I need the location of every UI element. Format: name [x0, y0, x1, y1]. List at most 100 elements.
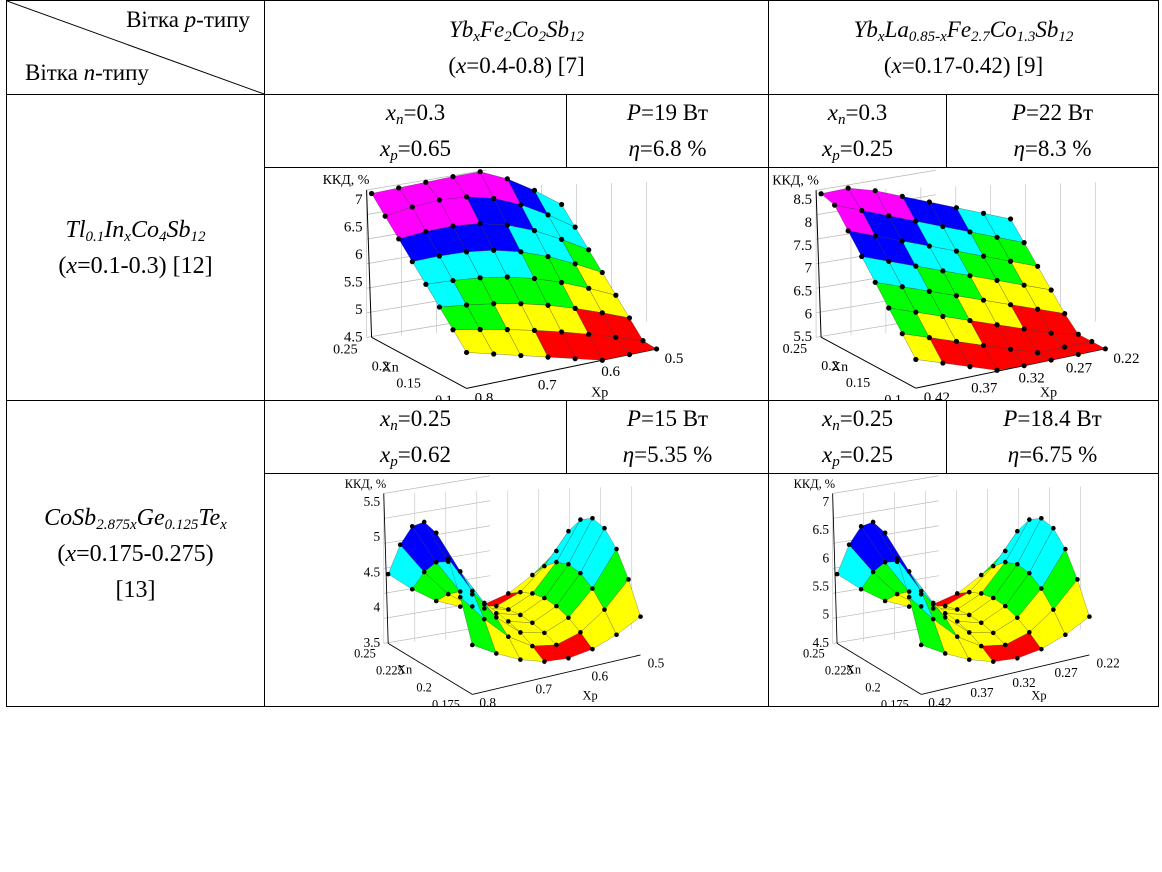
results-table: Вітка p-типу Вітка n-типу YbxFe2Co2Sb12 … — [6, 0, 1159, 707]
z-tick-label: 6.5 — [812, 522, 829, 537]
r1c2-eff: η=8.3 % — [1013, 136, 1092, 161]
xn-tick-label: 0.1 — [884, 393, 901, 400]
r1c2-xp: xp=0.25 — [822, 136, 893, 164]
z-axis-label: ККД, % — [772, 173, 819, 188]
z-axis-label: ККД, % — [794, 477, 835, 491]
z-tick-label: 8 — [805, 215, 812, 231]
col1-range: (x=0.4-0.8) [7] — [448, 52, 585, 78]
xn-tick-label: 0.15 — [846, 376, 870, 391]
xp-tick-label: 0.8 — [479, 695, 496, 706]
z-tick-label: 4.5 — [344, 329, 363, 345]
surface-plot-1: ККД, % 7 6.5 6 5.5 5 4.50.25 0.2 0.15 0.1 Xn 0.8 0.7… — [323, 169, 683, 400]
r2c1-xp: xp=0.62 — [380, 442, 451, 470]
xn-tick-label: 0.25 — [333, 342, 358, 357]
r1c2-res: P=22 Вт η=8.3 % — [946, 94, 1159, 168]
z-tick-label: 7 — [355, 192, 363, 208]
z-tick-label: 7.5 — [793, 238, 812, 254]
z-tick-label: 7 — [805, 261, 813, 277]
r2c2-xp: xp=0.25 — [822, 442, 893, 470]
z-tick-label: 4 — [374, 600, 381, 615]
xp-tick-label: 0.42 — [924, 390, 950, 400]
row2-label: CoSb2.875xGe0.125Tex (x=0.175-0.275) [13… — [6, 400, 265, 707]
xn-axis-label: Xn — [397, 662, 412, 676]
plot-4: ККД, % 7 6.5 6 5.5 5 4.5 0.25 0.225 0.2 0.175 Xn 0.4… — [768, 473, 1159, 707]
xn-tick-label: 0.225 — [376, 664, 404, 678]
xn-tick-label: 0.225 — [825, 664, 853, 678]
xn-tick-label: 0.15 — [396, 376, 421, 391]
row1-label: Tl0.1InxCo4Sb12 (x=0.1-0.3) [12] — [6, 94, 265, 401]
z-axis-label: ККД, % — [323, 173, 370, 188]
z-tick-label: 6.5 — [793, 284, 812, 300]
xp-tick-label: 0.42 — [928, 695, 951, 706]
plot-2: ККД, % 8.5 8 7.5 7 6.5 6 5.50.25 0.2 0.15 0.1 Xn 0.4… — [768, 167, 1159, 401]
xp-tick-label: 0.7 — [535, 682, 552, 697]
z-tick-label: 5.5 — [793, 329, 812, 345]
header-row: Вітка p-типу Вітка n-типу YbxFe2Co2Sb12 … — [6, 0, 1159, 95]
r1c2-x: xn=0.3 xp=0.25 — [768, 94, 947, 168]
xp-axis-label: Xp — [591, 386, 608, 400]
r2c1-xn: xn=0.25 — [380, 406, 451, 434]
z-tick-label: 4.5 — [364, 564, 381, 579]
z-tick-label: 7 — [822, 494, 829, 509]
xp-tick-label: 0.32 — [1019, 370, 1045, 386]
z-tick-label: 5.5 — [812, 578, 829, 593]
surface-plot-2: ККД, % 8.5 8 7.5 7 6.5 6 5.50.25 0.2 0.15 0.1 Xn 0.4… — [772, 169, 1139, 400]
z-tick-label: 3.5 — [364, 635, 381, 650]
xn-tick-label: 0.2 — [865, 681, 880, 695]
r1c2-power: P=22 Вт — [1011, 100, 1094, 125]
xn-tick-label: 0.25 — [354, 647, 376, 661]
z-tick-label: 5 — [822, 607, 829, 622]
z-tick-label: 4.5 — [812, 635, 829, 650]
col1-formula: YbxFe2Co2Sb12 — [448, 16, 585, 45]
xp-tick-label: 0.37 — [970, 685, 994, 700]
corner-cell: Вітка p-типу Вітка n-типу — [6, 0, 265, 95]
xp-tick-label: 0.27 — [1054, 665, 1078, 680]
row2-params: CoSb2.875xGe0.125Tex (x=0.175-0.275) [13… — [6, 400, 1159, 707]
xp-tick-label: 0.5 — [648, 655, 665, 670]
row2-ref: [13] — [115, 576, 156, 603]
header-col1: YbxFe2Co2Sb12 (x=0.4-0.8) [7] — [264, 0, 769, 95]
z-tick-label: 5.5 — [344, 274, 363, 290]
r1c1-power: P=19 Вт — [626, 100, 709, 125]
r2c2-eff: η=6.75 % — [1007, 442, 1098, 467]
plot-3: ККД, % 5.5 5 4.5 4 3.5 0.25 0.225 0.2 0.175 Xn 0.8 0… — [264, 473, 769, 707]
xn-tick-label: 0.2 — [372, 359, 390, 374]
xp-tick-label: 0.22 — [1113, 351, 1139, 367]
xp-tick-label: 0.22 — [1097, 655, 1120, 670]
r2c2-res: P=18.4 Вт η=6.75 % — [946, 400, 1159, 474]
header-col2: YbxLa0.85-xFe2.7Co1.3Sb12 (x=0.17-0.42) … — [768, 0, 1159, 95]
r1c2-xn: xn=0.3 — [827, 100, 888, 128]
z-axis-label: ККД, % — [345, 477, 386, 491]
xp-tick-label: 0.6 — [601, 364, 620, 380]
xp-tick-label: 0.6 — [592, 669, 609, 684]
z-tick-label: 6 — [355, 247, 363, 263]
xp-axis-label: Xp — [583, 688, 598, 702]
xp-tick-label: 0.37 — [971, 380, 998, 396]
xn-tick-label: 0.175 — [881, 698, 909, 706]
xn-tick-label: 0.25 — [783, 342, 807, 357]
row1-formula: Tl0.1InxCo4Sb12 — [65, 216, 206, 245]
xn-axis-label: Xn — [831, 360, 848, 375]
row1-plots: ККД, %76.565.554.50.250.20.150.1Xn0.80.7… — [7, 167, 1159, 401]
z-tick-label: 6 — [822, 550, 829, 565]
xp-tick-label: 0.32 — [1012, 675, 1035, 690]
r1c1-xp: xp=0.65 — [380, 136, 451, 164]
z-tick-label: 5.5 — [364, 494, 381, 509]
xp-tick-label: 0.27 — [1066, 361, 1093, 377]
xn-tick-label: 0.2 — [821, 359, 838, 374]
r1c1-xn: xn=0.3 — [385, 100, 446, 128]
r1c1-x: xn=0.3 xp=0.65 — [264, 94, 567, 168]
xp-axis-label: Xp — [1031, 688, 1046, 702]
r1c1-eff: η=6.8 % — [628, 136, 707, 161]
row2-formula: CoSb2.875xGe0.125Tex — [44, 504, 227, 533]
xn-tick-label: 0.2 — [416, 681, 431, 695]
diagonal-line — [7, 1, 264, 94]
r2c2-x: xn=0.25 xp=0.25 — [768, 400, 947, 474]
col2-formula: YbxLa0.85-xFe2.7Co1.3Sb12 — [853, 16, 1074, 45]
r2c1-res: P=15 Вт η=5.35 % — [566, 400, 769, 474]
xn-axis-label: Xn — [382, 360, 399, 375]
col2-range: (x=0.17-0.42) [9] — [883, 52, 1044, 78]
surface-plot-3: ККД, % 5.5 5 4.5 4 3.50.250.225 0.20.175 Xn 0.8 0… — [345, 475, 665, 706]
xn-tick-label: 0.25 — [803, 647, 825, 661]
z-tick-label: 5 — [355, 302, 363, 318]
